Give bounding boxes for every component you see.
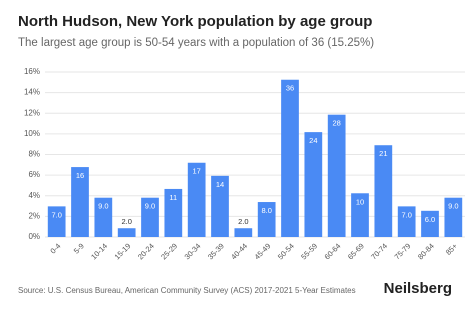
data-label: 9.0 bbox=[98, 202, 108, 211]
chart-title: North Hudson, New York population by age… bbox=[18, 13, 372, 30]
bar bbox=[94, 197, 113, 237]
x-tick-label: 10-14 bbox=[89, 241, 109, 261]
bar bbox=[187, 162, 206, 237]
x-tick-label: 5-9 bbox=[72, 241, 86, 255]
data-label: 14 bbox=[216, 180, 224, 189]
x-tick-label: 60-64 bbox=[323, 241, 343, 261]
data-label: 28 bbox=[332, 119, 340, 128]
y-tick-label: 10% bbox=[24, 129, 40, 138]
x-tick-label: 45-49 bbox=[253, 241, 273, 261]
bar bbox=[281, 79, 299, 237]
y-tick-label: 14% bbox=[24, 88, 40, 97]
x-tick-label: 75-79 bbox=[393, 241, 413, 261]
data-label: 7.0 bbox=[401, 210, 411, 219]
bar bbox=[444, 197, 463, 237]
data-label: 6.0 bbox=[425, 215, 435, 224]
bar bbox=[257, 202, 276, 237]
bar bbox=[211, 175, 229, 237]
data-label: 24 bbox=[309, 136, 317, 145]
bar bbox=[117, 228, 136, 237]
bar bbox=[421, 210, 439, 237]
source-note: Source: U.S. Census Bureau, American Com… bbox=[18, 286, 356, 295]
bar bbox=[374, 145, 393, 237]
x-tick-label: 35-39 bbox=[206, 241, 226, 261]
data-label: 17 bbox=[192, 167, 200, 176]
brand-logo: Neilsberg bbox=[384, 280, 452, 297]
x-tick-label: 70-74 bbox=[369, 241, 389, 261]
y-tick-label: 12% bbox=[24, 108, 40, 117]
x-tick-label: 40-44 bbox=[229, 241, 249, 261]
y-tick-label: 16% bbox=[24, 67, 40, 76]
x-tick-label: 25-29 bbox=[159, 241, 179, 261]
data-label: 9.0 bbox=[448, 202, 458, 211]
chart-subtitle: The largest age group is 50-54 years wit… bbox=[18, 37, 374, 49]
y-tick-label: 4% bbox=[28, 191, 40, 200]
bar bbox=[234, 228, 253, 237]
x-tick-label: 65-69 bbox=[346, 241, 366, 261]
x-tick-label: 30-34 bbox=[183, 241, 203, 261]
data-label: 9.0 bbox=[145, 202, 155, 211]
x-tick-label: 80-84 bbox=[416, 241, 436, 261]
bar bbox=[397, 206, 416, 237]
y-tick-label: 2% bbox=[28, 211, 40, 220]
data-label: 8.0 bbox=[261, 206, 271, 215]
bar bbox=[47, 206, 66, 237]
x-tick-label: 20-24 bbox=[136, 241, 156, 261]
bar bbox=[141, 197, 159, 237]
y-tick-label: 0% bbox=[28, 232, 40, 241]
data-label: 21 bbox=[379, 149, 387, 158]
data-label: 7.0 bbox=[51, 210, 61, 219]
y-tick-label: 6% bbox=[28, 170, 40, 179]
y-tick-label: 8% bbox=[28, 150, 40, 159]
data-label: 2.0 bbox=[121, 217, 131, 226]
x-tick-label: 15-19 bbox=[113, 241, 133, 261]
data-label: 36 bbox=[286, 84, 294, 93]
bar bbox=[304, 132, 323, 237]
bar bbox=[351, 193, 369, 237]
data-label: 2.0 bbox=[238, 217, 248, 226]
bar bbox=[327, 114, 346, 237]
x-tick-label: 50-54 bbox=[276, 241, 296, 261]
x-tick-label: 0-4 bbox=[48, 241, 62, 255]
bar bbox=[71, 167, 89, 237]
x-tick-label: 85+ bbox=[444, 241, 460, 257]
data-label: 10 bbox=[356, 197, 364, 206]
data-label: 16 bbox=[76, 171, 84, 180]
data-label: 11 bbox=[169, 193, 177, 202]
bar bbox=[164, 188, 183, 237]
x-tick-label: 55-59 bbox=[299, 241, 319, 261]
